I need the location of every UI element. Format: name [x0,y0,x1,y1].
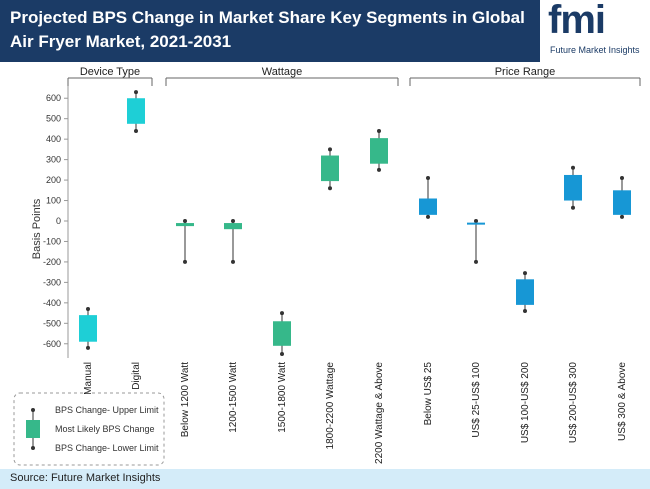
category-label: US$ 100-US$ 200 [520,362,531,444]
y-tick-label: 600 [46,93,61,103]
lower-limit-point [426,214,430,219]
upper-limit-point [134,90,138,95]
y-tick-label: -200 [43,257,61,267]
lower-limit-point [474,259,478,264]
lower-limit-point [328,186,332,191]
upper-limit-point [523,271,527,276]
y-tick-label: 100 [46,196,61,206]
category-label: US$ 200-US$ 300 [568,362,579,444]
source-note: Source: Future Market Insights [10,472,161,484]
category-label: US$ 25-US$ 100 [471,362,482,438]
y-tick-label: 200 [46,175,61,185]
lower-limit-point [377,167,381,172]
upper-limit-point [377,128,381,133]
lower-limit-point [523,309,527,314]
category-label: 1500-1800 Watt [277,362,288,433]
legend-upper-dot [31,408,35,412]
category-label: 2200 Wattage & Above [374,362,385,464]
upper-limit-point [183,219,187,223]
likely-range-box [613,190,631,215]
category-label: Below 1200 Watt [180,362,191,437]
likely-range-box [224,223,242,230]
logo-mark: fmi [548,0,606,42]
legend-frame [13,392,165,466]
y-tick-label: 400 [46,134,61,144]
y-tick-label: -400 [43,298,61,308]
lower-limit-point [134,128,138,133]
y-tick-label: -300 [43,277,61,287]
upper-limit-point [620,176,624,181]
lower-limit-point [571,205,575,210]
upper-limit-point [328,147,332,152]
legend: BPS Change- Upper Limit Most Likely BPS … [13,392,165,466]
likely-range-box [321,155,339,182]
upper-limit-point [426,176,430,181]
upper-limit-point [280,311,284,316]
upper-limit-point [86,306,90,311]
likely-range-box [127,98,145,124]
lower-limit-point [86,345,90,350]
legend-likely-label: Most Likely BPS Change [55,424,155,434]
lower-limit-point [620,214,624,219]
chart-title: Projected BPS Change in Market Share Key… [10,8,525,51]
category-label: Below US$ 25 [423,362,434,426]
upper-limit-point [571,165,575,170]
upper-limit-point [231,219,235,223]
group-label: Price Range [495,66,556,78]
likely-range-box [467,222,485,225]
likely-range-box [516,279,534,305]
likely-range-box [419,198,437,215]
upper-limit-point [474,219,478,223]
category-label: US$ 300 & Above [617,362,628,441]
y-tick-label: -600 [43,339,61,349]
y-tick-label: 0 [56,216,61,226]
logo-tagline: Future Market Insights [550,45,640,55]
y-axis-label: Basis Points [31,198,43,259]
legend-lower-label: BPS Change- Lower Limit [55,443,159,453]
category-label: Digital [131,362,142,390]
likely-range-box [564,174,582,201]
y-tick-label: -500 [43,318,61,328]
y-tick-label: 500 [46,114,61,124]
likely-range-box [176,223,194,227]
group-label: Wattage [262,66,303,78]
likely-range-box [273,321,291,346]
category-label: 1200-1500 Watt [228,362,239,433]
category-label: Manual [83,362,94,395]
logo [540,0,650,62]
lower-limit-point [280,352,284,356]
category-label: 1800-2200 Wattage [325,362,336,450]
group-label: Device Type [80,66,140,78]
y-tick-label: 300 [46,155,61,165]
lower-limit-point [231,259,235,264]
legend-upper-label: BPS Change- Upper Limit [55,405,159,415]
y-tick-label: -100 [43,236,61,246]
lower-limit-point [183,259,187,264]
likely-range-box [79,315,97,342]
footer-bar [0,469,650,489]
likely-range-box [370,138,388,164]
legend-lower-dot [31,446,35,450]
legend-box-swatch [26,420,40,438]
